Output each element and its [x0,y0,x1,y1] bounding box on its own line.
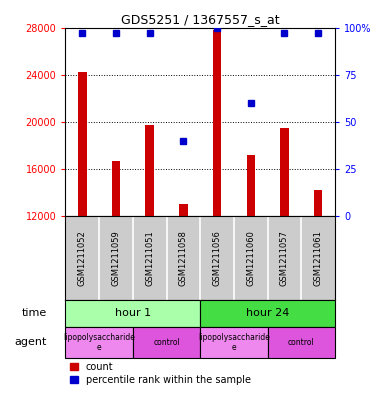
Text: GSM1211060: GSM1211060 [246,230,255,286]
Text: hour 1: hour 1 [115,308,151,318]
Bar [65,327,133,358]
Bar [78,72,87,216]
Bar [314,190,322,216]
Text: control: control [288,338,315,347]
Bar [200,327,268,358]
Bar [146,125,154,216]
Bar [246,155,255,216]
Bar [268,327,335,358]
Text: GSM1211052: GSM1211052 [78,230,87,286]
Text: agent: agent [15,338,47,347]
Text: GSM1211058: GSM1211058 [179,230,188,286]
Bar [179,204,187,216]
Text: GSM1211051: GSM1211051 [145,230,154,286]
Text: lipopolysaccharide
e: lipopolysaccharide e [198,333,270,352]
Title: GDS5251 / 1367557_s_at: GDS5251 / 1367557_s_at [121,13,280,26]
Bar [213,30,221,216]
Bar [200,299,335,327]
Text: GSM1211056: GSM1211056 [213,230,221,286]
Text: GSM1211061: GSM1211061 [314,230,323,286]
Text: time: time [22,308,47,318]
Text: GSM1211059: GSM1211059 [112,230,121,286]
Text: lipopolysaccharide
e: lipopolysaccharide e [63,333,135,352]
Bar [65,299,200,327]
Text: hour 24: hour 24 [246,308,289,318]
Text: GSM1211057: GSM1211057 [280,230,289,286]
Bar [133,327,200,358]
Legend: count, percentile rank within the sample: count, percentile rank within the sample [70,362,251,385]
Bar [112,160,120,216]
Bar [280,128,289,216]
Text: control: control [153,338,180,347]
